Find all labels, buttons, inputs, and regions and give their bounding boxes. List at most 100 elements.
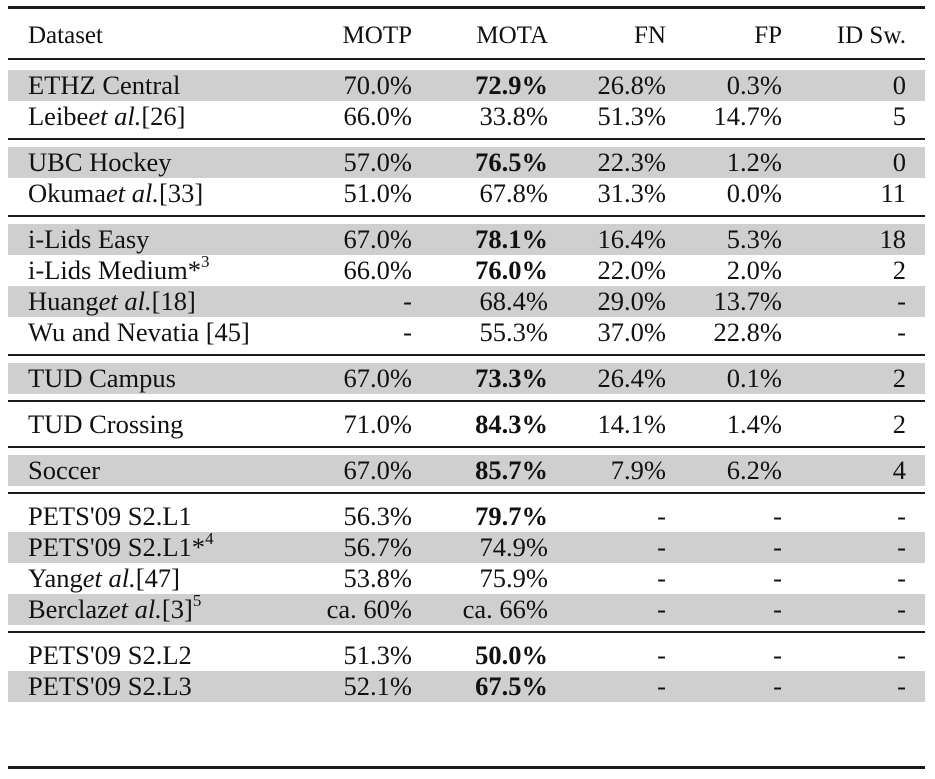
fp-cell: 0.0% (726, 178, 782, 209)
fn-cell: 51.3% (597, 101, 666, 132)
results-table: Dataset MOTP MOTA FN FP ID Sw. ETHZ Cent… (8, 0, 925, 779)
fn-cell: 26.8% (597, 70, 666, 101)
fp-cell: - (773, 532, 782, 563)
header-row: Dataset MOTP MOTA FN FP ID Sw. (8, 14, 925, 56)
fp-cell: 0.3% (726, 70, 782, 101)
fn-cell: 29.0% (597, 286, 666, 317)
mota-cell: 33.8% (479, 101, 548, 132)
dataset-cell: PETS'09 S2.L3 (28, 671, 192, 702)
table-row: ETHZ Central 70.0% 72.9% 26.8% 0.3% 0 (8, 70, 925, 101)
fn-cell: - (657, 640, 666, 671)
mota-cell: 55.3% (479, 317, 548, 348)
dataset-cell: Yang et al. [47] (28, 563, 180, 594)
table-row: Wu and Nevatia [45] - 55.3% 37.0% 22.8% - (8, 317, 925, 348)
table-row: Huang et al. [18] - 68.4% 29.0% 13.7% - (8, 286, 925, 317)
motp-cell: 51.0% (343, 178, 412, 209)
top-rule (8, 6, 925, 9)
mota-cell: 78.1% (475, 224, 548, 255)
mota-cell: 75.9% (479, 563, 548, 594)
group-rule (8, 492, 925, 494)
fp-cell: - (773, 501, 782, 532)
id-switches-cell: 11 (880, 178, 906, 209)
mota-cell: 73.3% (475, 363, 548, 394)
header-rule (8, 58, 925, 60)
dataset-cell: i-Lids Medium* 3 (28, 251, 210, 286)
id-switches-cell: - (897, 501, 906, 532)
table-row: PETS'09 S2.L2 51.3% 50.0% - - - (8, 640, 925, 671)
table-row: i-Lids Medium* 3 66.0% 76.0% 22.0% 2.0% 2 (8, 251, 925, 286)
group-rule (8, 446, 925, 448)
id-switches-cell: - (897, 286, 906, 317)
dataset-cell: TUD Campus (28, 363, 176, 394)
motp-cell: - (403, 286, 412, 317)
motp-cell: 70.0% (343, 70, 412, 101)
id-switches-cell: 2 (892, 255, 906, 286)
fp-cell: - (773, 671, 782, 702)
motp-cell: 52.1% (343, 671, 412, 702)
mota-cell: 67.8% (479, 178, 548, 209)
motp-cell: 71.0% (343, 409, 412, 440)
motp-cell: 53.8% (343, 563, 412, 594)
mota-cell: 74.9% (479, 532, 548, 563)
fn-cell: - (657, 671, 666, 702)
id-switches-cell: 5 (892, 101, 906, 132)
dataset-cell: Soccer (28, 455, 101, 486)
mota-cell: 67.5% (475, 671, 548, 702)
header-id-switches: ID Sw. (836, 21, 906, 49)
table-row: TUD Crossing 71.0% 84.3% 14.1% 1.4% 2 (8, 409, 925, 440)
fp-cell: 0.1% (726, 363, 782, 394)
dataset-cell: PETS'09 S2.L1* 4 (28, 528, 214, 563)
dataset-cell: Leibe et al. [26] (28, 101, 186, 132)
id-switches-cell: 0 (892, 147, 906, 178)
mota-cell: 79.7% (475, 501, 548, 532)
mota-cell: 76.5% (475, 147, 548, 178)
id-switches-cell: 0 (892, 70, 906, 101)
id-switches-cell: 2 (892, 363, 906, 394)
motp-cell: 67.0% (343, 224, 412, 255)
motp-cell: 67.0% (343, 363, 412, 394)
fn-cell: 22.0% (597, 255, 666, 286)
fn-cell: 14.1% (597, 409, 666, 440)
motp-cell: 66.0% (343, 255, 412, 286)
mota-cell: 50.0% (475, 640, 548, 671)
motp-cell: - (403, 317, 412, 348)
fp-cell: 1.4% (726, 409, 782, 440)
motp-cell: 56.3% (343, 501, 412, 532)
fp-cell: 1.2% (726, 147, 782, 178)
table-row: PETS'09 S2.L1 56.3% 79.7% - - - (8, 501, 925, 532)
motp-cell: 57.0% (343, 147, 412, 178)
table-row: Soccer 67.0% 85.7% 7.9% 6.2% 4 (8, 455, 925, 486)
group-rule (8, 138, 925, 140)
fn-cell: - (657, 594, 666, 625)
dataset-cell: PETS'09 S2.L1 (28, 501, 192, 532)
fn-cell: - (657, 563, 666, 594)
id-switches-cell: 2 (892, 409, 906, 440)
motp-cell: 51.3% (343, 640, 412, 671)
motp-cell: 67.0% (343, 455, 412, 486)
mota-cell: 85.7% (475, 455, 548, 486)
mota-cell: ca. 66% (462, 594, 548, 625)
dataset-cell: ETHZ Central (28, 70, 181, 101)
motp-cell: 56.7% (343, 532, 412, 563)
id-switches-cell: - (897, 594, 906, 625)
dataset-cell: Huang et al. [18] (28, 286, 196, 317)
dataset-cell: PETS'09 S2.L2 (28, 640, 192, 671)
fp-cell: - (773, 563, 782, 594)
dataset-cell: i-Lids Easy (28, 224, 150, 255)
dataset-cell: UBC Hockey (28, 147, 172, 178)
group-rule (8, 354, 925, 356)
id-switches-cell: - (897, 317, 906, 348)
dataset-cell: Berclaz et al. [3] 5 (28, 590, 202, 625)
fp-cell: - (773, 640, 782, 671)
fp-cell: 13.7% (713, 286, 782, 317)
table-row: PETS'09 S2.L3 52.1% 67.5% - - - (8, 671, 925, 702)
fn-cell: 7.9% (610, 455, 666, 486)
fn-cell: - (657, 532, 666, 563)
id-switches-cell: - (897, 671, 906, 702)
mota-cell: 68.4% (479, 286, 548, 317)
table-row: Yang et al. [47] 53.8% 75.9% - - - (8, 563, 925, 594)
bottom-rule (8, 766, 925, 769)
fn-cell: 31.3% (597, 178, 666, 209)
group-rule (8, 631, 925, 633)
fp-cell: 2.0% (726, 255, 782, 286)
